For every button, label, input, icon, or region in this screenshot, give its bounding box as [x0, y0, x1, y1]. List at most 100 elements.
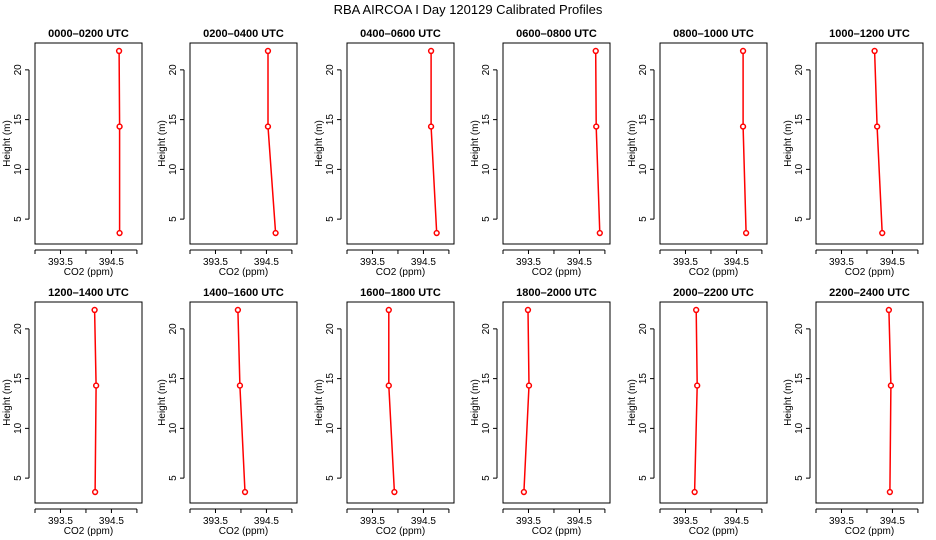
profile-point	[873, 123, 881, 130]
y-tick-label: 5	[638, 216, 649, 222]
profile-point	[433, 229, 440, 237]
y-tick-label: 15	[481, 373, 492, 385]
y-tick-label: 20	[638, 323, 649, 335]
x-axis-label: CO2 (ppm)	[64, 267, 113, 278]
profile-point	[241, 488, 249, 496]
x-tick-label: 393.5	[360, 257, 385, 268]
profile-point	[264, 47, 272, 55]
y-tick-label: 20	[325, 323, 336, 335]
x-axis-label: CO2 (ppm)	[376, 526, 425, 537]
x-axis-label: CO2 (ppm)	[532, 526, 581, 537]
x-tick-label: 394.5	[411, 516, 436, 527]
plot-frame	[502, 42, 611, 245]
y-tick-label: 10	[168, 422, 179, 434]
y-tick-label: 10	[325, 163, 336, 175]
x-tick-label: 394.5	[254, 516, 279, 527]
y-tick-label: 15	[168, 373, 179, 385]
plot-frame	[815, 301, 924, 504]
profile-point	[593, 123, 600, 130]
y-tick-label: 5	[481, 475, 492, 481]
profile-point	[116, 123, 123, 130]
y-tick-label: 10	[13, 163, 24, 175]
profile-line	[388, 310, 396, 493]
y-axis-label: Height (m)	[157, 120, 168, 167]
x-axis-label: CO2 (ppm)	[219, 267, 268, 278]
y-tick-label: 15	[794, 373, 805, 385]
x-axis-label: CO2 (ppm)	[219, 526, 268, 537]
x-tick-label: 393.5	[48, 516, 73, 527]
profile-line	[118, 50, 121, 234]
panel-title: 1600–1800 UTC	[360, 287, 441, 299]
panel-title: 0200–0400 UTC	[203, 28, 284, 40]
y-axis-label: Height (m)	[314, 120, 325, 167]
y-tick-label: 5	[638, 475, 649, 481]
panel-title: 2200–2400 UTC	[829, 287, 910, 299]
x-tick-label: 394.5	[880, 516, 905, 527]
plot-frame	[659, 42, 768, 245]
x-axis-label: CO2 (ppm)	[689, 526, 738, 537]
x-tick-label: 393.5	[673, 516, 698, 527]
y-axis-label: Height (m)	[627, 379, 638, 426]
y-tick-label: 20	[481, 323, 492, 335]
y-tick-label: 15	[168, 114, 179, 126]
profile-line	[93, 309, 97, 493]
y-tick-label: 20	[168, 64, 179, 76]
y-tick-label: 10	[638, 422, 649, 434]
y-tick-label: 10	[13, 422, 24, 434]
y-tick-label: 15	[794, 114, 805, 126]
profile-point	[871, 47, 878, 55]
y-tick-label: 10	[794, 422, 805, 434]
plot-frame	[34, 301, 143, 504]
panel-title: 0400–0600 UTC	[360, 28, 441, 40]
y-tick-label: 10	[168, 163, 179, 175]
x-tick-label: 394.5	[880, 257, 905, 268]
profile-line	[594, 50, 601, 234]
profile-line	[267, 51, 277, 234]
profile-point	[739, 123, 747, 130]
x-tick-label: 393.5	[829, 257, 854, 268]
y-tick-label: 10	[481, 163, 492, 175]
profile-point	[691, 488, 698, 496]
y-tick-label: 5	[325, 216, 336, 222]
profile-point	[887, 382, 895, 389]
y-tick-label: 15	[325, 373, 336, 385]
y-axis-label: Height (m)	[627, 120, 638, 167]
profile-point	[264, 123, 272, 130]
y-tick-label: 15	[13, 114, 24, 126]
y-tick-label: 5	[168, 216, 179, 222]
plot-frame	[659, 301, 768, 504]
x-tick-label: 394.5	[411, 257, 436, 268]
profile-point	[236, 382, 244, 389]
profile-point	[116, 229, 123, 237]
y-tick-label: 20	[13, 64, 24, 76]
profile-point	[385, 306, 392, 314]
y-axis-label: Height (m)	[314, 379, 325, 426]
y-axis-label: Height (m)	[783, 120, 794, 167]
x-axis-label: CO2 (ppm)	[532, 267, 581, 278]
panel-title: 0800–1000 UTC	[673, 28, 754, 40]
y-tick-label: 5	[481, 216, 492, 222]
y-axis-label: Height (m)	[470, 120, 481, 167]
y-tick-label: 20	[794, 64, 805, 76]
profile-point	[886, 488, 894, 496]
panel-title: 1800–2000 UTC	[516, 287, 597, 299]
profile-point	[234, 306, 242, 314]
profile-line	[693, 309, 698, 493]
profile-point	[385, 382, 392, 389]
profile-line	[888, 309, 892, 493]
y-axis-label: Height (m)	[2, 120, 13, 167]
plot-frame	[346, 301, 455, 504]
profile-point	[427, 47, 435, 55]
plot-frame	[346, 42, 455, 245]
plot-frame	[815, 42, 924, 245]
